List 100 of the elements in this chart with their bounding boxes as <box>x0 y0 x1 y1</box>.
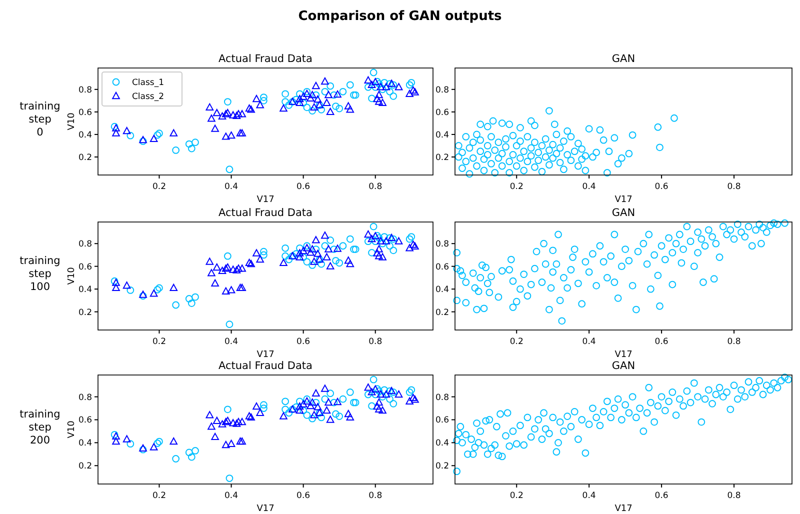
point <box>368 80 376 88</box>
point <box>260 251 268 259</box>
point <box>382 83 390 90</box>
point <box>292 96 300 104</box>
x-tick-label: 0.2 <box>152 491 166 501</box>
y-tick-label: 0.2 <box>78 308 92 318</box>
y-axis-title: V10 <box>67 266 77 285</box>
point <box>296 244 304 252</box>
x-axis-title: V17 <box>614 504 632 514</box>
point <box>372 390 380 398</box>
point <box>386 88 394 96</box>
x-tick-label: 0.4 <box>582 491 596 501</box>
y-tick-label: 0.6 <box>435 262 449 272</box>
point <box>234 418 242 426</box>
point <box>296 398 304 406</box>
point <box>252 249 260 256</box>
point <box>312 246 320 253</box>
point <box>229 266 237 273</box>
point <box>370 68 378 76</box>
point <box>112 129 120 136</box>
point <box>334 398 342 406</box>
text: training step 100 <box>20 255 60 293</box>
x-tick-label: 0.6 <box>654 182 668 192</box>
point <box>321 395 329 403</box>
x-tick-label: 0.4 <box>582 182 596 192</box>
point <box>352 91 360 99</box>
point <box>206 258 214 265</box>
point <box>299 246 308 254</box>
chart-title: GAN <box>612 53 636 65</box>
point <box>256 255 264 263</box>
point <box>232 266 241 274</box>
point <box>322 406 331 414</box>
point <box>346 235 354 243</box>
x-axis-title: V17 <box>256 504 274 514</box>
point <box>222 440 230 448</box>
point <box>292 250 300 258</box>
point <box>324 398 332 406</box>
point <box>326 262 334 270</box>
point <box>373 94 382 102</box>
y-tick-label: 0.8 <box>78 392 92 403</box>
point <box>344 102 352 110</box>
point <box>282 252 290 260</box>
point <box>312 91 320 99</box>
point <box>222 264 230 272</box>
point <box>346 413 354 421</box>
point <box>224 263 232 271</box>
point <box>170 284 178 292</box>
point <box>238 284 246 292</box>
point <box>280 412 288 420</box>
point <box>326 390 334 398</box>
point <box>409 394 418 402</box>
point <box>222 110 230 118</box>
point <box>296 253 304 260</box>
chart-title: GAN <box>612 207 636 219</box>
point <box>208 114 216 122</box>
point <box>409 86 418 94</box>
text: training step 0 <box>20 100 60 138</box>
point <box>282 406 290 414</box>
y-tick-label: 0.4 <box>435 285 449 296</box>
point <box>314 403 322 410</box>
y-tick-label: 0.2 <box>435 308 449 318</box>
point <box>373 249 382 256</box>
point <box>222 418 230 426</box>
point <box>346 81 354 89</box>
point <box>372 83 380 91</box>
point <box>318 414 326 422</box>
point <box>156 284 163 292</box>
point <box>382 390 390 398</box>
point <box>364 76 372 84</box>
point <box>364 238 372 246</box>
point <box>212 108 221 116</box>
point <box>376 237 385 244</box>
point <box>318 260 326 268</box>
y-tick-label: 0.6 <box>78 416 92 426</box>
point <box>408 386 416 394</box>
point <box>303 104 311 112</box>
point <box>344 256 352 264</box>
point <box>339 395 347 403</box>
x-tick-label: 0.2 <box>152 182 166 192</box>
point <box>312 389 320 396</box>
point <box>260 401 268 409</box>
point <box>224 252 232 260</box>
point <box>375 387 383 395</box>
point <box>296 249 304 256</box>
y-tick-label: 0.8 <box>78 85 92 96</box>
point <box>332 410 340 418</box>
point <box>308 398 316 406</box>
point <box>334 90 342 98</box>
point <box>172 301 180 309</box>
point <box>227 131 236 139</box>
point <box>296 94 304 102</box>
point <box>212 263 221 271</box>
chart-title: Actual Fraud Data <box>218 360 312 372</box>
point <box>375 252 383 260</box>
point <box>282 90 290 98</box>
point <box>375 405 383 413</box>
point <box>386 80 394 88</box>
point <box>310 411 318 418</box>
point <box>229 419 237 426</box>
y-tick-label: 0.4 <box>435 130 449 140</box>
